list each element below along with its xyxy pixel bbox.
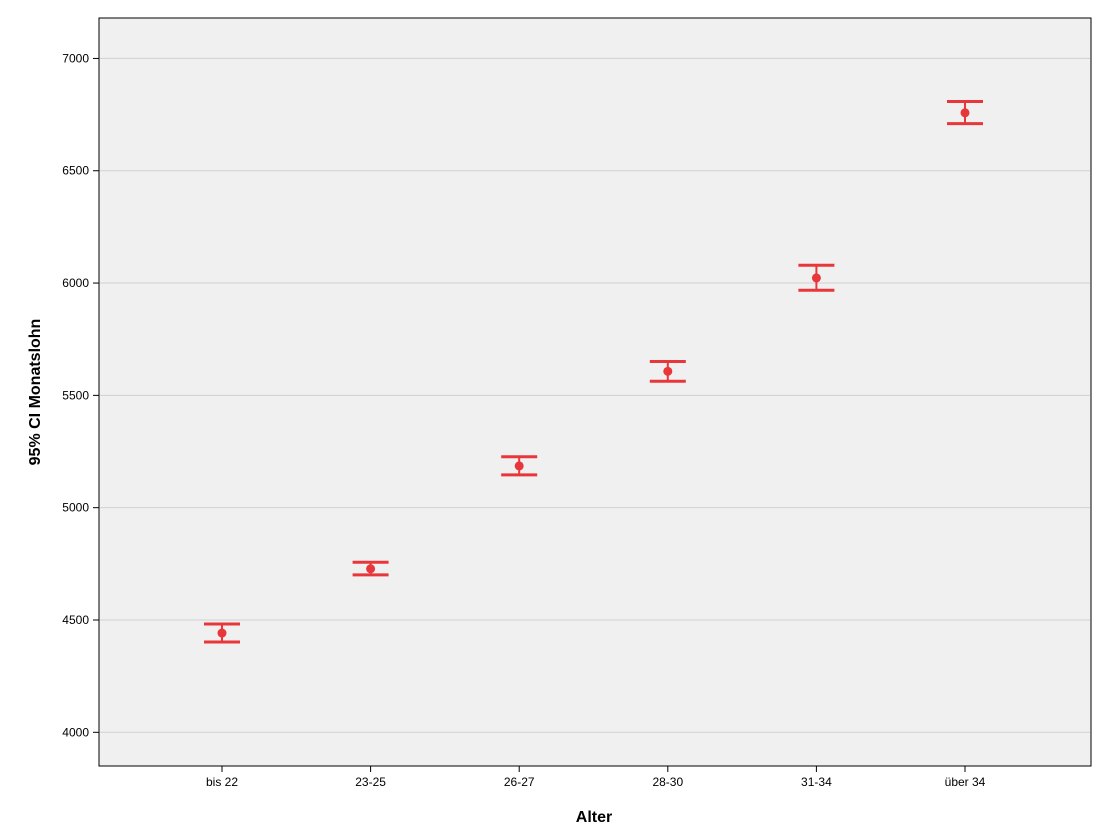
error-bar	[204, 622, 240, 644]
y-tick-label: 7000	[62, 51, 89, 65]
plot-area	[98, 17, 1092, 767]
x-tick-label: 26-27	[504, 775, 535, 789]
mean-point	[514, 461, 524, 471]
y-tick-label: 5500	[62, 388, 89, 402]
error-bar	[649, 359, 686, 383]
x-tick-label: 23-25	[355, 775, 386, 789]
y-tick-label: 6500	[62, 164, 89, 178]
x-tick-label: 31-34	[801, 775, 832, 789]
y-tick-label: 6000	[62, 276, 89, 290]
y-axis-ticks: 4000 4500 5000 5500 6000 6500 7000	[62, 51, 99, 739]
x-tick-label: über 34	[945, 775, 986, 789]
x-tick-label: 28-30	[652, 775, 683, 789]
error-bar	[352, 560, 389, 577]
y-axis-title: 95% CI Monatslohn	[27, 319, 44, 466]
mean-point	[960, 108, 970, 118]
mean-point	[366, 564, 376, 574]
mean-point	[663, 366, 673, 376]
error-bar	[501, 455, 538, 477]
y-tick-label: 4500	[62, 613, 89, 627]
mean-point	[217, 628, 227, 638]
x-tick-label: bis 22	[206, 775, 238, 789]
error-bar	[947, 100, 983, 126]
error-bars	[204, 100, 983, 644]
grid-lines	[100, 57, 1090, 733]
mean-point	[811, 273, 821, 283]
y-tick-label: 5000	[62, 501, 89, 515]
x-axis-ticks: bis 22 23-25 26-27 28-30 31-34 über 34	[206, 766, 986, 789]
y-tick-label: 4000	[62, 725, 89, 739]
error-bar	[798, 263, 835, 292]
x-axis-title: Alter	[576, 809, 612, 826]
